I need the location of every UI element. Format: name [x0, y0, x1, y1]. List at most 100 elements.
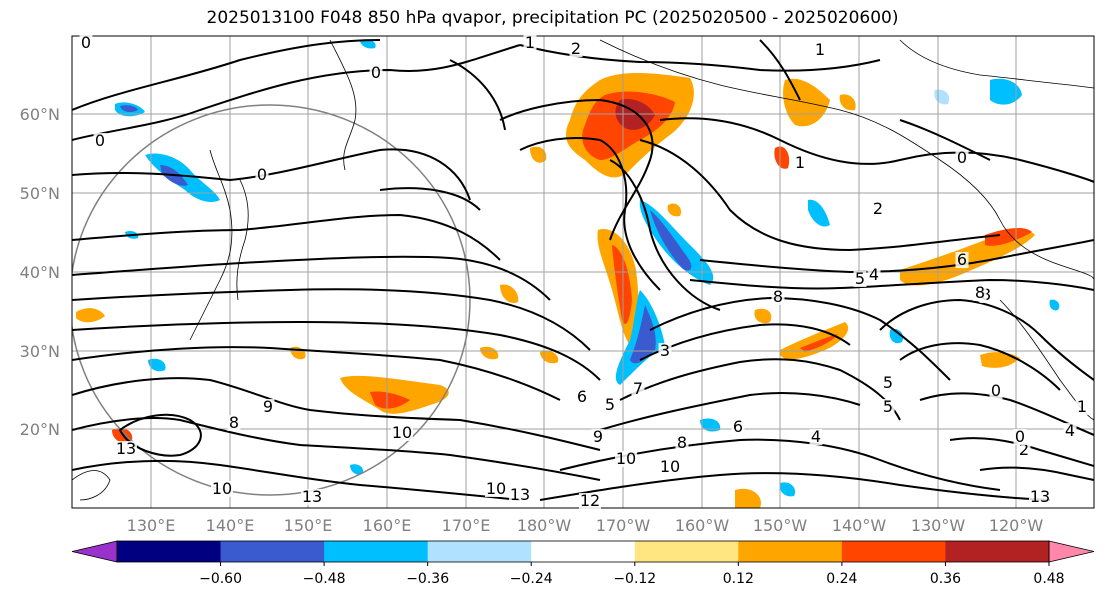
contour-label: 1 [1077, 397, 1087, 416]
contour-label-bg [575, 389, 589, 405]
contour-label-bg [523, 35, 537, 51]
contour-label-bg [579, 493, 601, 509]
contour-label: 9 [263, 397, 273, 416]
colorbar-tick-label: −0.24 [510, 571, 553, 587]
contour-label-bg [881, 399, 895, 415]
lon-label: 180°W [517, 516, 572, 535]
colorbar-tick-label: 0.24 [826, 571, 857, 587]
contour-label: 5 [883, 373, 893, 392]
contour-label: 8 [975, 283, 985, 302]
contour-label: 6 [957, 250, 967, 269]
lat-label: 50°N [20, 184, 60, 203]
colorbar-extend-high [1048, 540, 1095, 563]
contour-label-bg [871, 201, 885, 217]
contour-label-bg [391, 425, 413, 441]
contour-label: 10 [660, 457, 680, 476]
contour-label: 0 [81, 33, 91, 52]
contour-label-bg [115, 441, 137, 457]
colorbar-tick-label: −0.36 [406, 571, 449, 587]
contour-label-bg [591, 429, 605, 445]
colorbar-segment [738, 541, 843, 562]
contour-label-bg [1029, 489, 1051, 505]
contour-label: 6 [733, 417, 743, 436]
lon-label: 140°E [206, 516, 255, 535]
longitude-labels: 130°E 140°E 150°E 160°E 170°E 180°W 170°… [127, 516, 1044, 535]
colorbar-tick-label: −0.48 [303, 571, 346, 587]
colorbar-segment [841, 541, 946, 562]
colorbar [71, 540, 1095, 563]
contour-label: 8 [229, 413, 239, 432]
contour-label: 1 [525, 33, 535, 52]
contour-label-bg [1017, 442, 1031, 458]
lon-label: 120°W [989, 516, 1044, 535]
contour-label: 7 [633, 379, 643, 398]
contour-label: 13 [510, 485, 530, 504]
contour-label-bg [631, 381, 645, 397]
contour-label: 0 [957, 148, 967, 167]
contour-label-bg [603, 397, 617, 413]
colorbar-segment [634, 541, 739, 562]
qvapor-contours [72, 39, 1094, 501]
contour-label: 8 [677, 433, 687, 452]
colorbar-segment [945, 541, 1050, 562]
contour-label-bg [973, 285, 987, 301]
colorbar-extend-low [71, 540, 118, 563]
contour-label: 8 [773, 287, 783, 306]
contour-label-bg [853, 271, 867, 287]
contour-label: 5 [605, 395, 615, 414]
contour-label-bg [809, 429, 823, 445]
contour-label-bg [881, 375, 895, 391]
contour-label-bg [255, 167, 269, 183]
contour-label-bg [1075, 399, 1089, 415]
contour-label: 5 [855, 269, 865, 288]
lat-label: 20°N [20, 420, 60, 439]
contour-label: 1 [795, 153, 805, 172]
contour-label-bg [211, 481, 233, 497]
colorbar-tick-label: −0.12 [613, 571, 656, 587]
contour-label-bg [675, 435, 689, 451]
colorbar-segment [427, 541, 532, 562]
contour-label-bg [93, 133, 107, 149]
precip-negative-shading [115, 39, 1060, 497]
contour-label-bg [1013, 429, 1027, 445]
contour-label: 10 [392, 423, 412, 442]
contour-label-bg [955, 252, 969, 268]
colorbar-segment [324, 541, 429, 562]
contour-label: 12 [580, 491, 600, 510]
colorbar-tick-label: 0.12 [723, 571, 754, 587]
contour-label: 2 [873, 199, 883, 218]
contour-label-bg [369, 65, 383, 81]
contour-label: 0 [257, 165, 267, 184]
lon-label: 170°W [596, 516, 651, 535]
colorbar-segment [531, 541, 636, 562]
contour-label: 0 [95, 131, 105, 150]
lon-label: 160°E [363, 516, 412, 535]
contour-label: 9 [593, 427, 603, 446]
contour-label-bg [261, 399, 275, 415]
contour-label-bg [301, 489, 323, 505]
lat-label: 30°N [20, 342, 60, 361]
contour-label-bg [771, 289, 785, 305]
contour-labels: 0000121120458837658910131013131291081064… [79, 33, 1089, 510]
lon-label: 130°E [127, 516, 176, 535]
contour-label-bg [509, 487, 531, 503]
contour-label-bg [227, 415, 241, 431]
lat-label: 40°N [20, 263, 60, 282]
contour-label-bg [989, 383, 1003, 399]
colorbar-tick-label: 0.36 [930, 571, 961, 587]
lon-label: 150°W [753, 516, 808, 535]
colorbar-tick-label: 0.48 [1033, 571, 1064, 587]
map-title: 2025013100 F048 850 hPa qvapor, precipit… [206, 8, 899, 28]
contour-label-bg [615, 451, 637, 467]
contour-label: 10 [616, 449, 636, 468]
contour-label: 10 [212, 479, 232, 498]
contour-label-bg [793, 155, 807, 171]
contour-label: 6 [577, 387, 587, 406]
contour-label: 4 [1065, 421, 1075, 440]
contour-label: 2 [571, 39, 581, 58]
contour-label-bg [659, 459, 681, 475]
contour-label-bg [485, 481, 507, 497]
lon-label: 170°E [442, 516, 491, 535]
colorbar-ticks: −0.60 −0.48 −0.36 −0.24 −0.12 0.12 0.24 0.36 0.4… [199, 562, 1065, 587]
